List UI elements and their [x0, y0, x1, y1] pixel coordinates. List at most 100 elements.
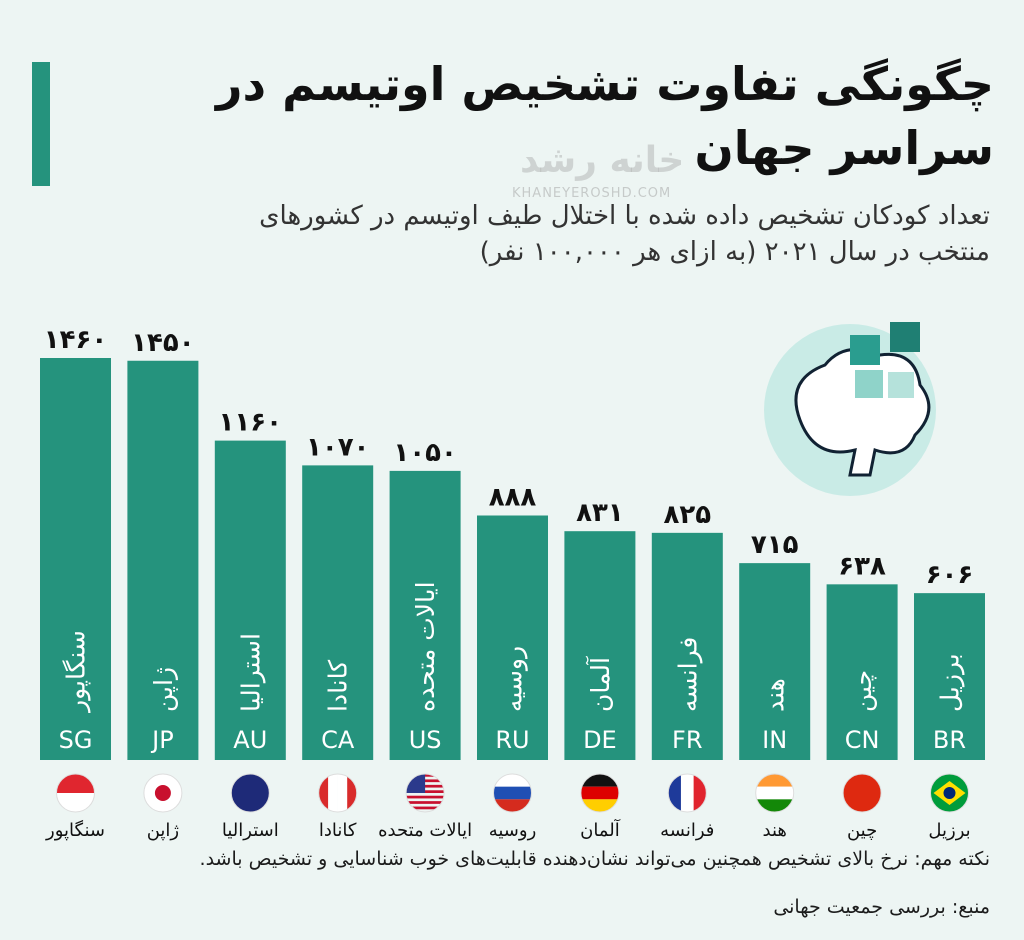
flag-stripe: [337, 774, 348, 812]
country-name: ایالات متحده: [378, 820, 472, 841]
bar-name: استرالیا: [236, 633, 265, 712]
country-name: فرانسه: [660, 820, 714, 841]
bar-name: روسیه: [499, 646, 529, 712]
flag-border: [930, 773, 969, 813]
flag-stripe: [755, 774, 794, 787]
bar-code: BR: [933, 726, 966, 754]
country-name: برزیل: [928, 820, 970, 841]
flag-border: [143, 773, 183, 813]
bar-code: JP: [150, 726, 174, 754]
value-label: ۱۱۶۰: [219, 408, 282, 438]
flag: [318, 774, 357, 812]
flag-stripe: [668, 774, 681, 812]
bar-code: US: [409, 726, 442, 754]
value-label: ۸۸۸: [489, 482, 537, 512]
flag: [580, 774, 619, 812]
flag-border: [318, 773, 358, 813]
flag-stripe: [406, 806, 445, 810]
bar-name: چین: [848, 670, 877, 712]
value-label: ۱۴۵۰: [131, 328, 194, 358]
country-name: چین: [847, 820, 877, 841]
bar: [564, 531, 636, 760]
flag-stripe: [843, 774, 882, 812]
value-label: ۱۰۵۰: [393, 438, 456, 468]
bar-code: DE: [583, 726, 617, 754]
flag-stripe: [580, 774, 619, 787]
bar-name: آلمان: [585, 656, 615, 712]
value-label: ۶۰۶: [926, 560, 974, 590]
bar: [826, 584, 898, 760]
bar: [914, 593, 985, 760]
flag-stripe: [680, 774, 694, 812]
value-label: ۶۳۸: [838, 551, 886, 581]
flag-stripe: [493, 774, 532, 787]
bar: [477, 515, 548, 760]
bar-code: CA: [321, 726, 355, 754]
country-name: سنگاپور: [45, 819, 105, 841]
accent-bar: [32, 62, 50, 186]
bar: [389, 470, 461, 760]
bar: [739, 563, 811, 760]
bar-code: AU: [233, 726, 267, 754]
flag-stripe: [580, 786, 619, 800]
flag-dot: [154, 785, 171, 801]
bar-code: RU: [495, 726, 529, 754]
bar-name: برزیل: [936, 653, 965, 712]
bar: [40, 358, 111, 760]
flag-stripe: [56, 793, 95, 812]
flag-stripe: [580, 799, 619, 812]
flag-stripe: [493, 799, 532, 812]
flag-border: [230, 773, 270, 813]
flag-stripe: [493, 786, 532, 800]
flag: [843, 774, 882, 812]
bar-name: ژاپن: [149, 667, 178, 712]
country-name: روسیه: [489, 820, 537, 841]
bar: [214, 440, 286, 760]
bar-name: ایالات متحده: [411, 581, 440, 712]
title: چگونگی تفاوت تشخیص اوتیسم در سراسر جهان: [216, 57, 994, 175]
flag: [231, 774, 270, 812]
value-label: ۱۰۷۰: [306, 432, 369, 462]
watermark-url: KHANEYEROSHD.COM: [512, 186, 672, 201]
bar: [127, 360, 199, 760]
flag-border: [667, 773, 707, 813]
bar-code: SG: [59, 726, 93, 754]
flag-stripe: [318, 774, 329, 812]
bar-name: سنگاپور: [62, 630, 91, 714]
flag-stripe: [56, 774, 95, 793]
flag-border: [755, 773, 795, 813]
flag-stripe: [406, 801, 445, 804]
watermark: خانه رشد: [520, 140, 685, 181]
value-label: ۱۴۶۰: [44, 325, 107, 355]
bar-code: IN: [762, 726, 787, 754]
flag-dot: [943, 787, 956, 799]
bar-code: CN: [845, 726, 880, 754]
bar: [651, 532, 723, 760]
value-label: ۷۱۵: [751, 530, 799, 560]
source: منبع: بررسی جمعیت جهانی: [773, 896, 990, 918]
country-name: کانادا: [319, 820, 357, 841]
country-name: ژاپن: [147, 820, 179, 841]
flag-border: [842, 773, 882, 813]
bar-name: هند: [761, 678, 790, 712]
flag: [668, 774, 707, 812]
flag-border: [56, 773, 95, 813]
bar: [302, 465, 374, 760]
subtitle: تعداد کودکان تشخیص داده شده با اختلال طی…: [259, 201, 990, 267]
flag: [755, 774, 794, 812]
flag-stripe: [406, 795, 445, 799]
value-label: ۸۳۱: [576, 498, 624, 528]
value-label: ۸۲۵: [663, 500, 711, 530]
flag-border: [580, 773, 620, 813]
note: نکته مهم: نرخ بالای تشخیص همچنین می‌توان…: [199, 848, 990, 870]
bar-code: FR: [672, 726, 702, 754]
flag-border: [493, 773, 532, 813]
flag: [143, 774, 182, 812]
flag: [493, 774, 532, 812]
bar-name: کانادا: [324, 660, 353, 712]
flag-stripe: [328, 774, 338, 812]
flag-border: [405, 773, 445, 813]
bar-name: فرانسه: [673, 637, 702, 712]
